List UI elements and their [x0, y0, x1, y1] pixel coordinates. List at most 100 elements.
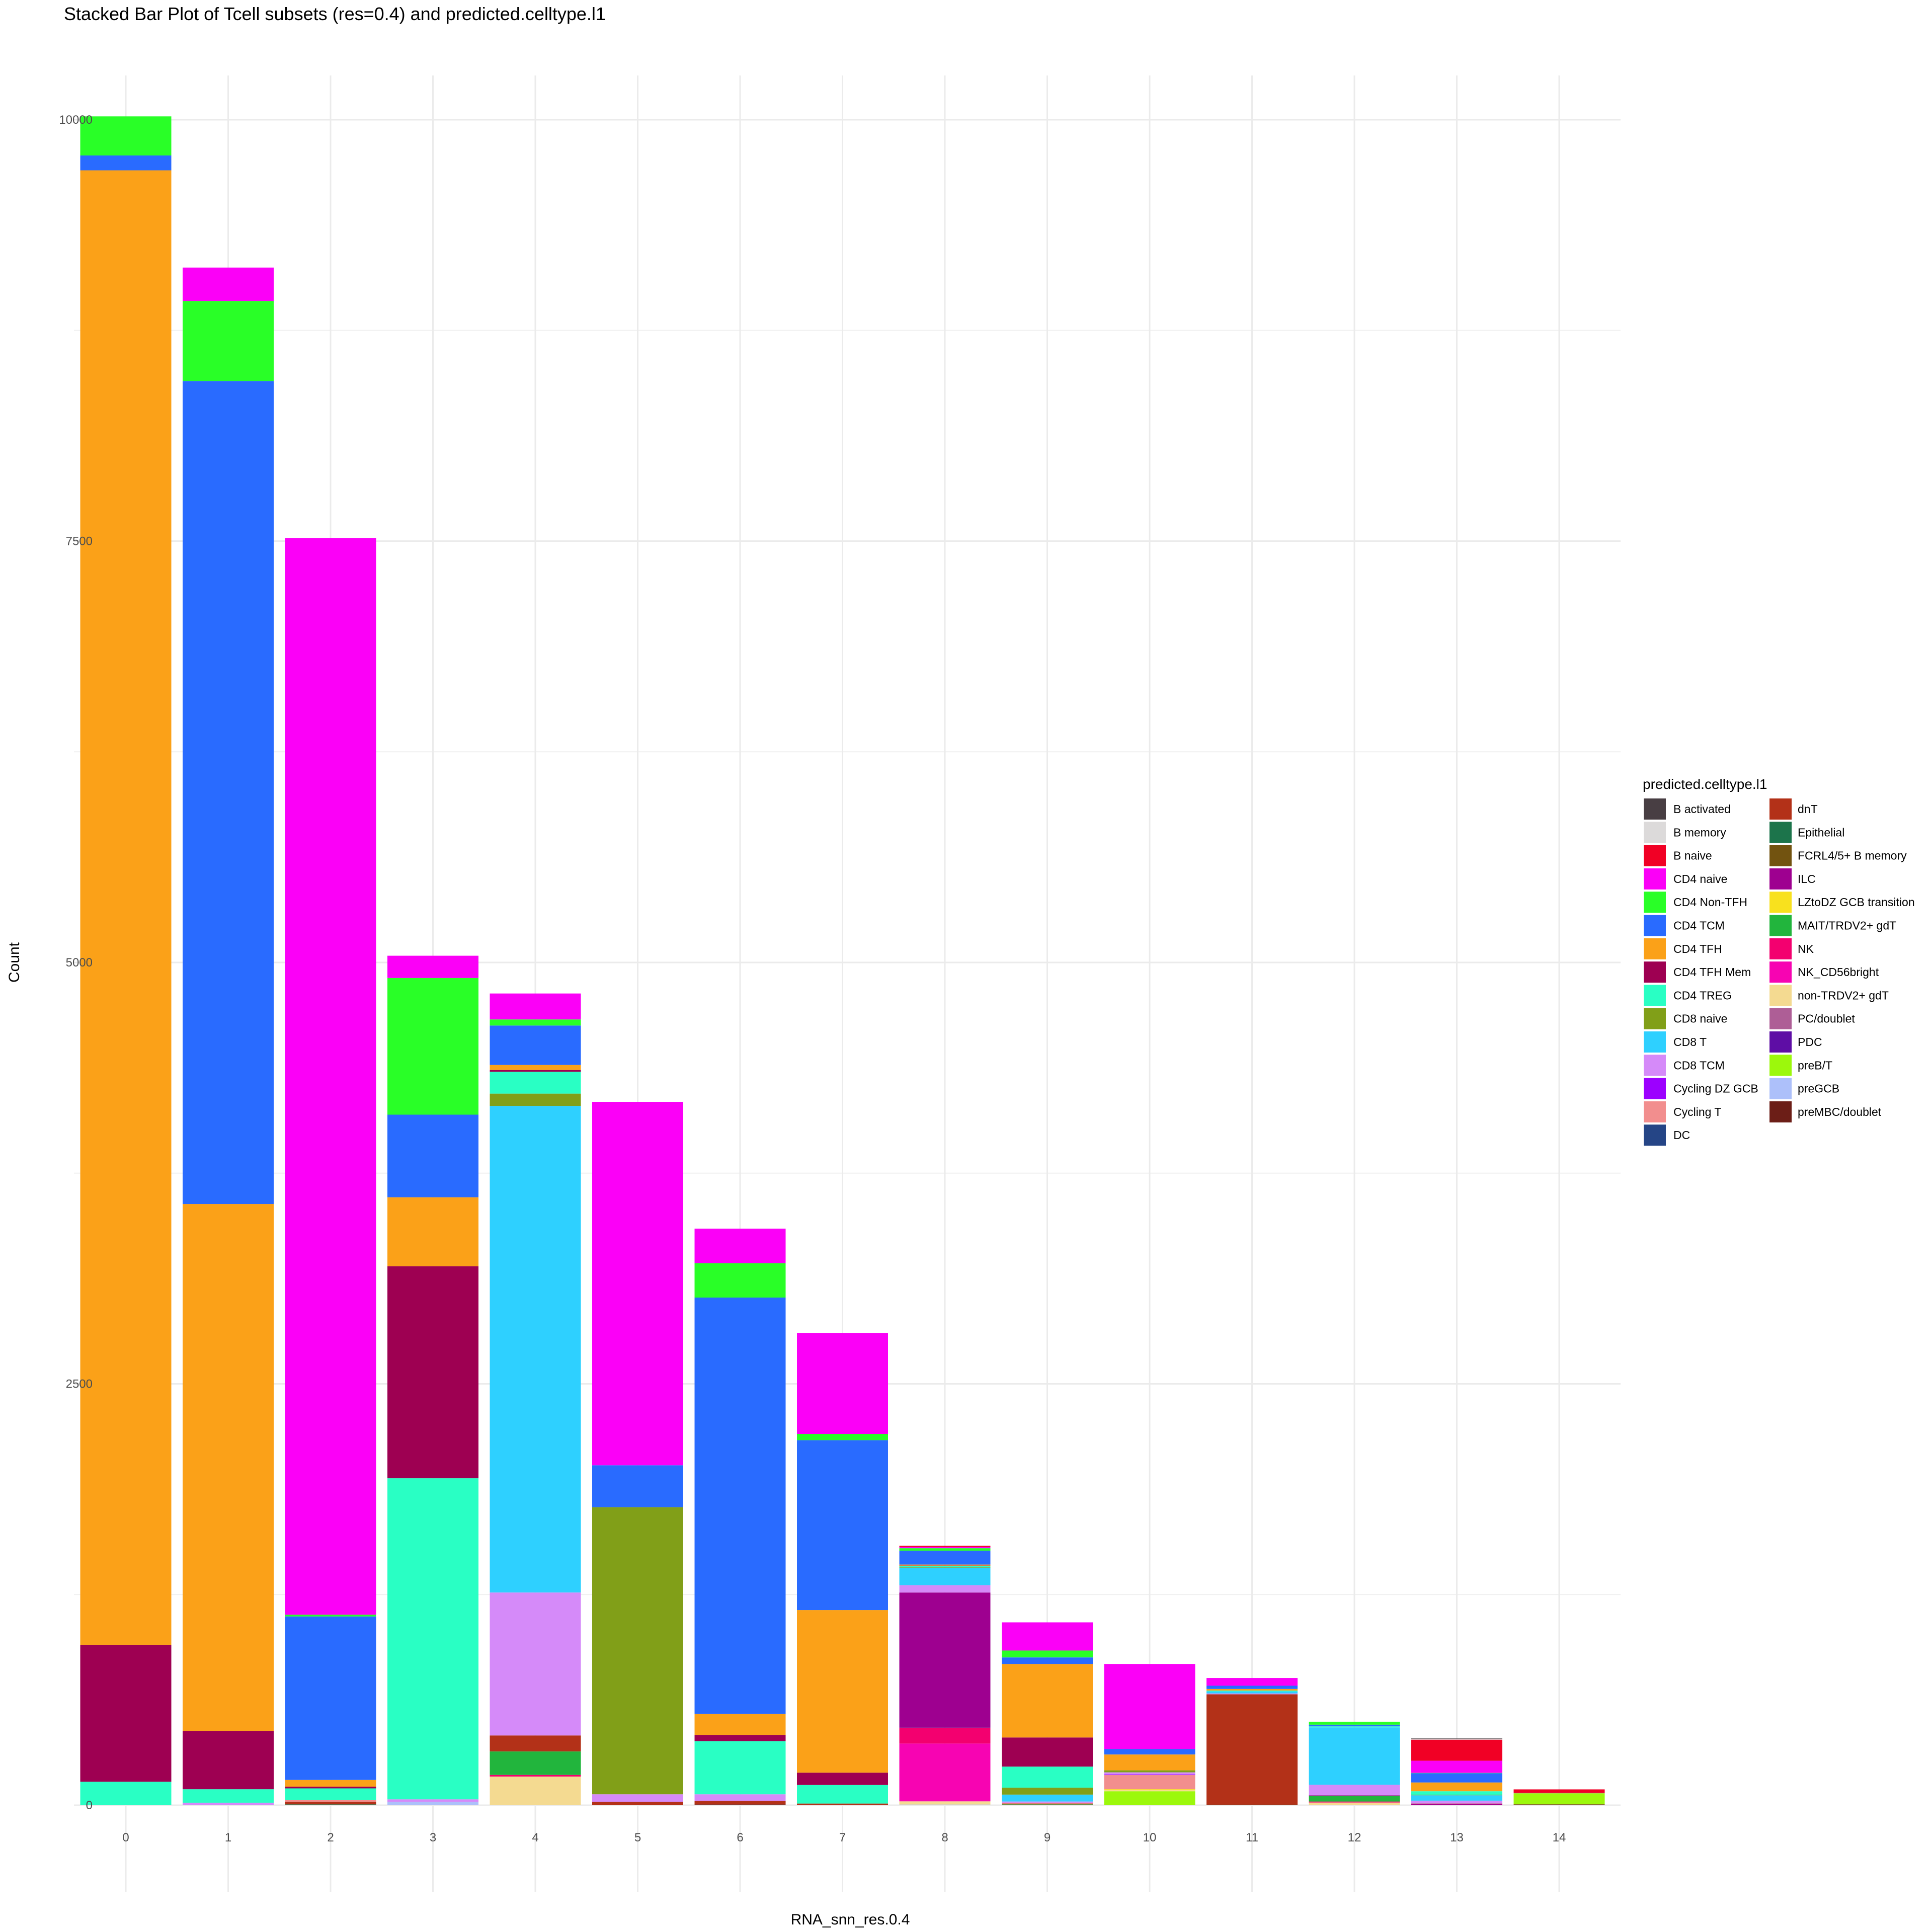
legend-item: CD8 TCM	[1644, 1055, 1725, 1076]
legend-item: preB/T	[1769, 1055, 1832, 1076]
legend-key	[1769, 915, 1792, 936]
y-tick-label: 5000	[66, 956, 93, 970]
bar-segment-cd4-non-tfh	[899, 1548, 991, 1551]
bar-segment-cd4-naive	[1411, 1760, 1502, 1773]
bar-segment-cd4-non-tfh	[285, 1615, 376, 1617]
bar-segment-cd4-treg	[1411, 1791, 1502, 1795]
legend-key	[1644, 868, 1666, 890]
bar-segment-non-trdv2-gdt	[490, 1777, 581, 1805]
bar-segment-cd4-tfh-mem	[183, 1731, 274, 1790]
y-tick-label: 2500	[66, 1378, 93, 1391]
bar-segment-cd8-tcm	[183, 1802, 274, 1805]
bar-segment-non-trdv2-gdt	[1309, 1802, 1400, 1805]
x-tick-label: 4	[532, 1831, 538, 1844]
legend-label: CD4 TCM	[1673, 919, 1725, 932]
legend-key	[1769, 985, 1792, 1006]
bar-segment-cd8-t	[1206, 1691, 1298, 1694]
legend-item: CD8 naive	[1644, 1008, 1727, 1029]
bar-segment-cd4-naive	[1002, 1622, 1093, 1651]
legend-key	[1769, 1101, 1792, 1122]
bar-segment-cd4-non-tfh	[1002, 1650, 1093, 1658]
bar-segment-cd4-tfh	[387, 1197, 478, 1266]
bar-segment-cd4-non-tfh	[1309, 1722, 1400, 1725]
legend-item: B memory	[1644, 822, 1726, 843]
y-tick-label: 0	[86, 1799, 93, 1812]
bar-segment-prembc-doublet	[1513, 1804, 1605, 1805]
bar-segment-cd8-tcm	[1411, 1800, 1502, 1804]
bar-stack-cluster-5	[592, 1102, 683, 1805]
legend-label: CD4 TREG	[1673, 989, 1732, 1002]
bar-segment-dnt	[285, 1802, 376, 1805]
bar-segment-cd4-tcm	[592, 1465, 683, 1507]
bar-segment-b-naive	[1411, 1739, 1502, 1761]
x-tick-labels: 0 1 2 3 4 5 6 7 8 9 10 11 12 13 14	[122, 1831, 1566, 1844]
legend-label: B activated	[1673, 802, 1731, 816]
bar-segment-nk	[1309, 1801, 1400, 1803]
bar-segment-cd4-naive	[1104, 1664, 1195, 1749]
y-tick-label: 10000	[59, 113, 93, 127]
bar-segment-cd4-tcm	[1104, 1749, 1195, 1755]
legend-label: Cycling DZ GCB	[1673, 1082, 1758, 1095]
bar-segment-cd8-t	[899, 1567, 991, 1585]
legend-key	[1644, 961, 1666, 983]
legend-label: B memory	[1673, 826, 1726, 839]
bar-segment-mait-trdv2-gdt	[1309, 1796, 1400, 1802]
x-tick-label: 5	[634, 1831, 641, 1844]
legend-key	[1769, 822, 1792, 843]
legend-item: MAIT/TRDV2+ gdT	[1769, 915, 1896, 936]
bar-segment-cd4-tfh	[899, 1564, 991, 1566]
legend-label: ILC	[1798, 872, 1816, 886]
legend-label: preB/T	[1798, 1059, 1832, 1072]
bar-segment-cd4-naive	[899, 1547, 991, 1549]
legend-label: CD8 TCM	[1673, 1059, 1725, 1072]
bar-segment-cd8-tcm	[694, 1794, 786, 1801]
legend-item: CD4 TCM	[1644, 915, 1725, 936]
legend-label: B naive	[1673, 849, 1712, 862]
legend-item: non-TRDV2+ gdT	[1769, 985, 1889, 1006]
bar-segment-cd8-tcm	[490, 1592, 581, 1736]
legend-item: Epithelial	[1769, 822, 1844, 843]
bar-segment-cd4-tcm	[285, 1616, 376, 1780]
x-tick-label: 12	[1348, 1831, 1361, 1844]
legend-item: Cycling T	[1644, 1101, 1721, 1122]
legend-item: B naive	[1644, 845, 1712, 866]
bar-segment-cd4-tfh	[1104, 1754, 1195, 1770]
legend-label: CD4 Non-TFH	[1673, 896, 1747, 909]
bar-segment-cd4-tfh	[1206, 1688, 1298, 1691]
bar-segment-lztodz-gcb-transition	[1104, 1789, 1195, 1791]
legend-label: non-TRDV2+ gdT	[1798, 989, 1889, 1002]
bar-segment-cd4-naive	[592, 1102, 683, 1466]
legend-item: DC	[1644, 1124, 1690, 1146]
legend-key	[1769, 1031, 1792, 1053]
legend-key	[1644, 985, 1666, 1006]
bar-segment-preb-t	[1104, 1791, 1195, 1805]
legend-label: DC	[1673, 1129, 1690, 1142]
bar-segment-cd8-tcm	[1104, 1772, 1195, 1775]
x-tick-label: 2	[327, 1831, 334, 1844]
bar-segment-cycling-t	[1002, 1802, 1093, 1804]
legend-key	[1644, 938, 1666, 959]
bar-segment-cd4-treg	[797, 1785, 888, 1804]
legend-item: PDC	[1769, 1031, 1822, 1053]
y-tick-label: 7500	[66, 535, 93, 548]
bar-segment-cd4-tfh-mem	[80, 1645, 172, 1782]
bar-segment-ilc	[1309, 1795, 1400, 1796]
bar-stack-cluster-0	[80, 116, 172, 1805]
bar-segment-cd4-treg	[80, 1782, 172, 1805]
legend: predicted.celltype.l1 B activated B memor…	[1643, 776, 1915, 1146]
bar-segment-cd4-tfh	[285, 1780, 376, 1787]
bar-segment-dnt	[592, 1802, 683, 1805]
bar-segment-cd4-non-tfh	[183, 301, 274, 381]
legend-key	[1644, 1008, 1666, 1029]
bar-segment-cd4-non-tfh	[490, 1019, 581, 1026]
legend-item: Cycling DZ GCB	[1644, 1078, 1758, 1099]
x-tick-label: 8	[941, 1831, 948, 1844]
bar-segment-cd8-naive	[592, 1507, 683, 1795]
x-tick-label: 1	[225, 1831, 231, 1844]
bar-segment-cd8-naive	[1002, 1788, 1093, 1795]
legend-key	[1769, 1078, 1792, 1099]
bar-segment-cd4-tfh	[1002, 1664, 1093, 1738]
y-axis-title: Count	[6, 942, 23, 983]
legend-key	[1769, 868, 1792, 890]
